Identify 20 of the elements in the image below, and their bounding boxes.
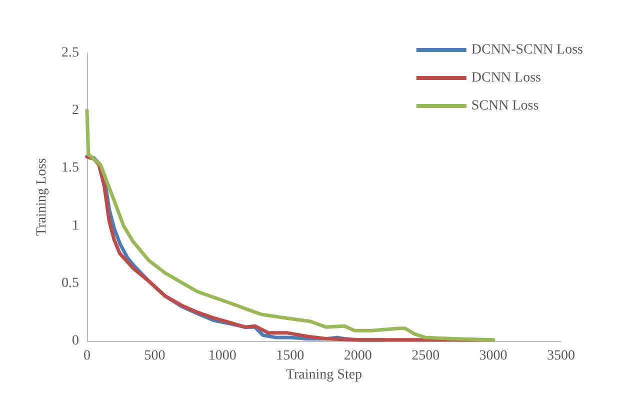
y-tick-label: 2.5: [62, 46, 79, 60]
x-tick-label: 0: [84, 348, 90, 364]
x-tick-label: 500: [144, 348, 166, 364]
x-tick-label: 1500: [276, 348, 304, 364]
legend-label: DCNN Loss: [471, 70, 541, 86]
y-tick-label: 1.5: [62, 160, 79, 176]
y-tick-label: 1: [72, 218, 79, 234]
y-tick-label: 0.5: [62, 276, 79, 291]
legend-label: SCNN Loss: [471, 98, 539, 114]
x-tick-label: 2000: [344, 348, 372, 364]
x-axis-title: Training Step: [286, 367, 362, 382]
line-series: [85, 108, 496, 342]
x-tick-label: 1000: [208, 348, 236, 364]
y-tick-label: 2: [72, 103, 79, 118]
y-axis-title: Training Loss: [34, 158, 50, 236]
x-tick-label: 3000: [479, 348, 508, 364]
x-tick-label: 2500: [412, 348, 440, 364]
y-tick-label: 0: [72, 334, 79, 348]
x-tick-label: 3500: [547, 348, 575, 364]
legend-label: DCNN-SCNN Loss: [471, 42, 583, 58]
